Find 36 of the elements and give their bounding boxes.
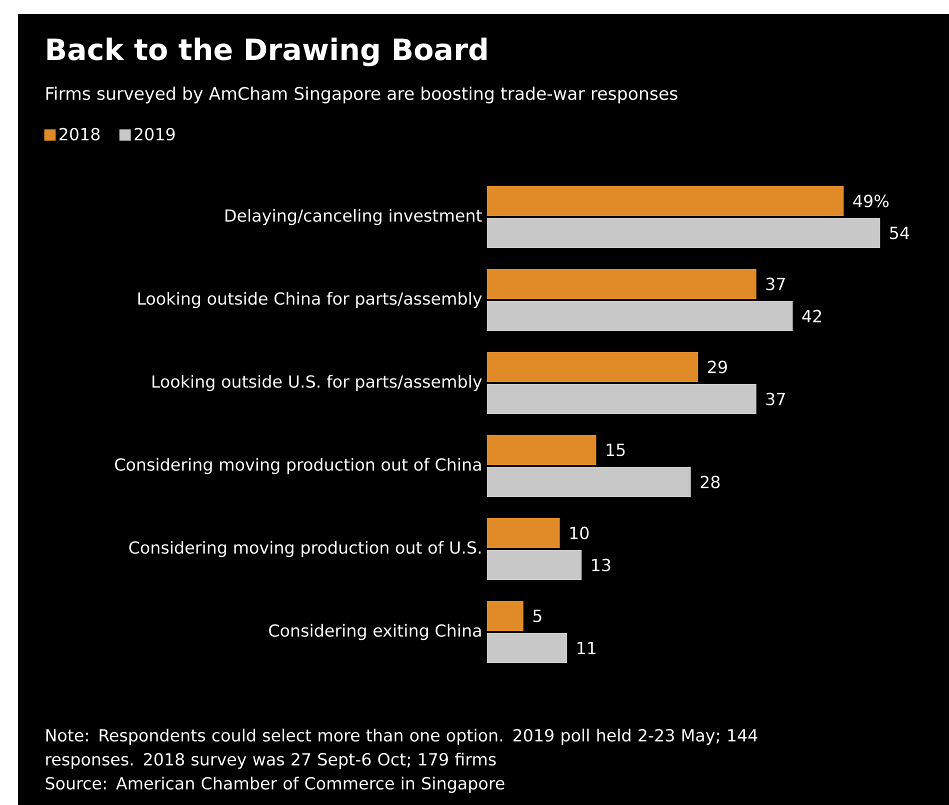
- chart-subtitle: Firms surveyed by AmCham Singapore are boosting trade-war responses: [46, 86, 678, 104]
- bar: [487, 218, 880, 248]
- y-tick-label: Considering exiting China: [269, 624, 481, 640]
- data-label: 42: [802, 310, 822, 322]
- bar: [487, 467, 691, 497]
- bar: [487, 301, 793, 332]
- data-label: 49%: [853, 194, 889, 208]
- y-tick-label: Looking outside U.S. for parts/assembly: [152, 374, 482, 392]
- chart-title: Back to the Drawing Board: [47, 38, 487, 66]
- data-label: 37: [766, 278, 785, 290]
- bar: [487, 518, 560, 548]
- source-note: Source: American Chamber of Commerce in Singapore: [46, 776, 504, 793]
- y-tick-label: Considering moving production out of China: [115, 458, 481, 474]
- bar: [487, 384, 756, 414]
- legend-label: 2018: [60, 128, 100, 140]
- y-tick-label: Looking outside China for parts/assembly: [138, 292, 482, 308]
- bar: [487, 435, 596, 465]
- data-label: 10: [570, 526, 589, 540]
- data-label: 28: [700, 476, 720, 488]
- data-label: 15: [606, 444, 625, 456]
- bar: [487, 601, 524, 631]
- data-label: 54: [890, 226, 910, 240]
- data-label: 13: [592, 558, 610, 572]
- data-label: 37: [766, 392, 785, 406]
- bar: [487, 633, 568, 663]
- data-label: 11: [578, 642, 596, 654]
- legend-label: 2019: [134, 128, 175, 140]
- text: Note: Respondents could select more than one option. 2019 poll held 2-23 May; 144 responses. 2018 survey was 27 Sept-6 Oct; 179 firms: [46, 728, 758, 769]
- bar: [487, 550, 582, 580]
- data-label: 5: [533, 610, 542, 622]
- data-label: 29: [708, 360, 727, 374]
- bar: [487, 269, 756, 299]
- bar: [487, 186, 844, 216]
- bar: [487, 352, 698, 382]
- y-tick-label: Considering moving production out of U.S.: [129, 540, 481, 558]
- y-tick-label: Delaying/canceling investment: [226, 208, 482, 226]
